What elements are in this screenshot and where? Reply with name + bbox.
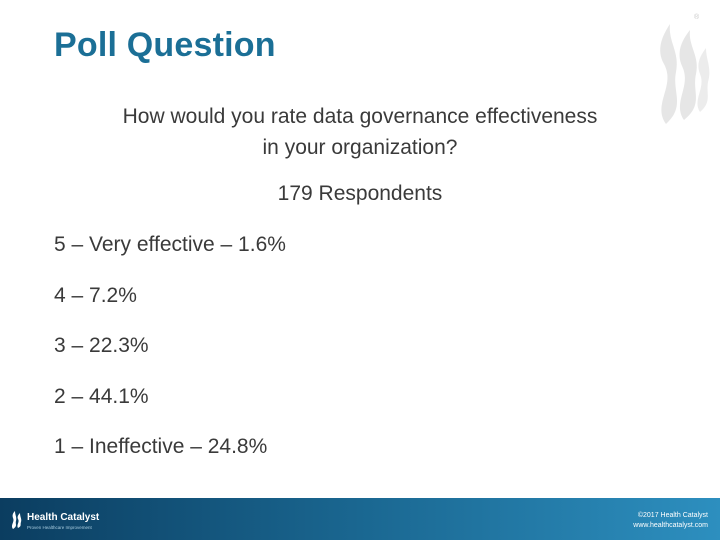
flame-logo-small-icon [12,511,22,529]
poll-question-line-2: in your organization? [262,136,458,159]
flame-logo-icon [660,24,710,124]
poll-option: 2 – 44.1% [54,384,149,408]
poll-option: 4 – 7.2% [54,283,137,307]
copyright-block: ©2017 Health Catalyst www.healthcatalyst… [633,511,708,531]
poll-results-list: 5 – Very effective – 1.6% 4 – 7.2% 3 – 2… [54,230,286,483]
poll-option: 1 – Ineffective – 24.8% [54,435,268,458]
poll-option: 5 – Very effective – 1.6% [54,233,286,256]
poll-option: 3 – 22.3% [54,334,149,357]
brand-name: Health Catalyst [27,512,100,523]
footer-bar: Health Catalyst Proven Healthcare Improv… [0,498,720,540]
brand-tagline: Proven Healthcare Improvement [27,525,92,530]
slide-title: Poll Question [54,26,276,64]
copyright-text: ©2017 Health Catalyst [637,512,708,519]
respondent-count: 179 Respondents [277,182,443,205]
poll-question-line-1: How would you rate data governance effec… [122,105,598,128]
website-link[interactable]: www.healthcatalyst.com [633,522,708,529]
registered-mark: ® [694,14,700,21]
poll-question: How would you rate data governance effec… [40,101,680,163]
